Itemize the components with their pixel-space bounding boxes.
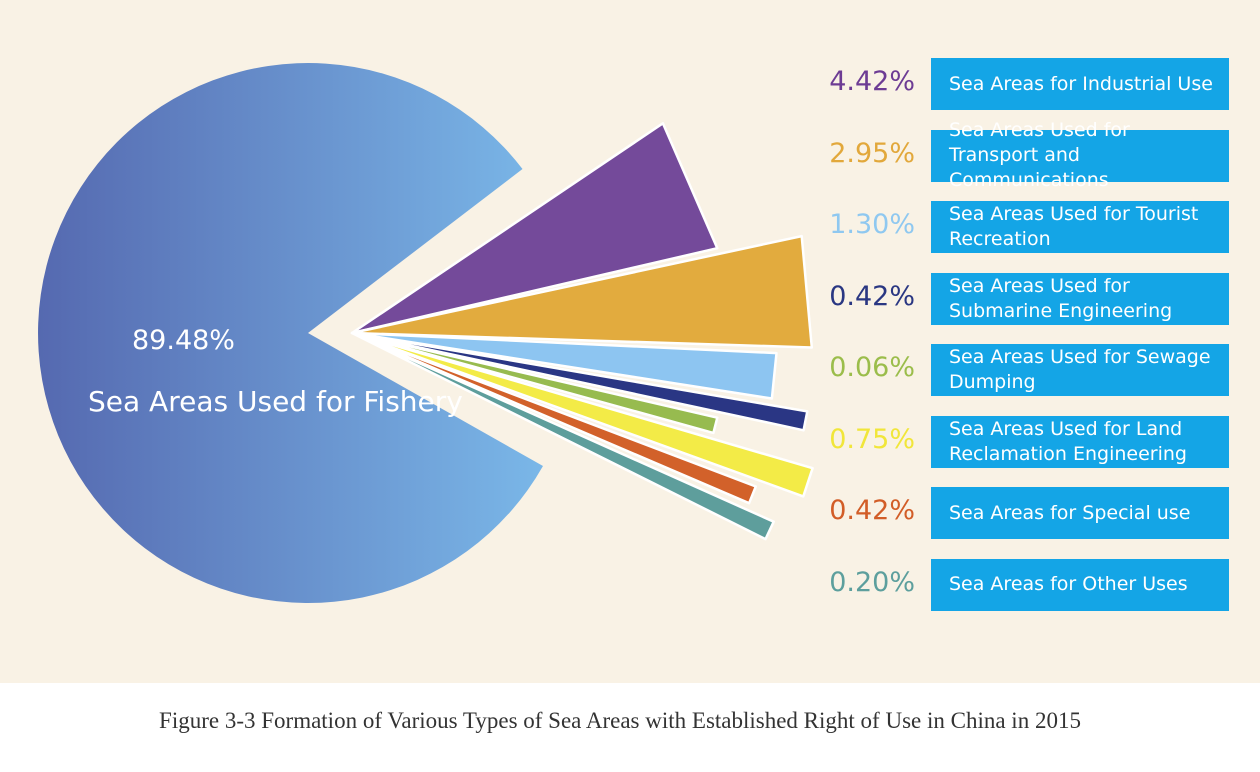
pie-slice-5 (350, 331, 719, 435)
fishery-category-label: Sea Areas Used for Fishery (88, 385, 463, 418)
slice-category-label: Sea Areas for Special use (931, 487, 1229, 539)
slice-category-label: Sea Areas for Other Uses (931, 558, 1229, 611)
slice-value-label: 4.42% (829, 66, 915, 97)
slice-category-label: Sea Areas Used for Transport and Communi… (931, 119, 1229, 191)
pie-chart (38, 63, 814, 604)
slice-value-label: 2.95% (829, 137, 915, 169)
pie-slice-1 (350, 122, 719, 335)
pie-slice-7 (350, 331, 758, 505)
slice-value-label: 0.06% (829, 352, 915, 383)
pie-slice-fishery (38, 63, 544, 604)
slice-value-label: 0.42% (829, 280, 915, 312)
pie-slice-2 (350, 234, 814, 349)
pie-slice-3 (350, 331, 778, 400)
slice-category-label: Sea Areas Used for Submarine Engineering (931, 272, 1229, 325)
slice-value-label: 0.42% (829, 495, 915, 526)
fishery-value-label: 89.48% (132, 325, 235, 356)
figure-caption: Figure 3-3 Formation of Various Types of… (159, 708, 1081, 733)
slice-value-label: 1.30% (829, 209, 915, 240)
chart-panel: 89.48% Sea Areas Used for Fishery 4.42% S… (0, 0, 1260, 683)
slice-category-label: Sea Areas for Industrial Use (931, 58, 1229, 110)
slice-category-label: Sea Areas Used for Sewage Dumping (931, 344, 1229, 396)
slice-value-label: 0.20% (829, 566, 915, 598)
pie-slice-4 (350, 331, 809, 432)
slice-value-label: 0.75% (829, 423, 915, 455)
pie-slice-6 (350, 331, 814, 498)
pie-slice-8 (350, 331, 775, 541)
slice-category-label: Sea Areas Used for Tourist Recreation (931, 201, 1229, 253)
slice-category-label: Sea Areas Used for Land Reclamation Engi… (931, 415, 1229, 468)
